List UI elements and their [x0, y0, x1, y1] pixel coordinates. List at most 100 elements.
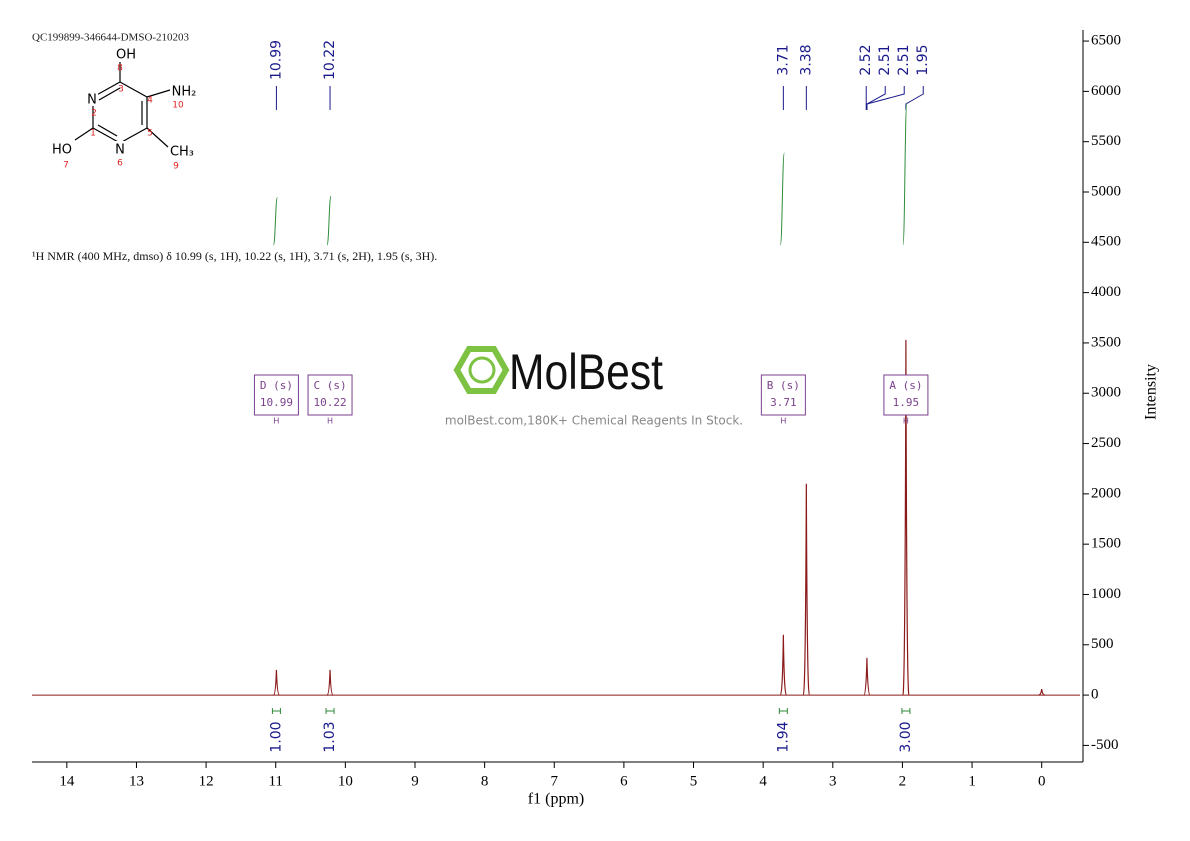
integral-marker	[325, 708, 335, 714]
y-tick-label: 3500	[1091, 334, 1121, 350]
atom-label: HO	[52, 143, 72, 158]
x-tick-label: 3	[829, 773, 837, 789]
atom-number: 6	[117, 159, 123, 169]
x-axis-label: f1 (ppm)	[528, 791, 584, 808]
multiplet-shift: 3.71	[770, 396, 797, 409]
atom-number: 9	[173, 162, 179, 172]
peak	[779, 634, 787, 696]
x-tick-label: 10	[338, 773, 353, 789]
y-axis-label: Intensity	[1143, 364, 1160, 420]
x-tick-label: 14	[59, 773, 75, 789]
peak-connector	[866, 86, 905, 110]
integral-curve	[902, 102, 908, 246]
integral-label: 3.00	[898, 721, 914, 752]
logo-hexagon	[453, 346, 510, 394]
y-tick-label: 4500	[1091, 234, 1121, 250]
integral-curve	[779, 152, 785, 246]
logo-ring	[468, 356, 496, 384]
peak	[1038, 688, 1045, 696]
integral-label: 1.03	[322, 721, 338, 752]
x-tick-label: 4	[759, 773, 767, 789]
x-tick-label: 6	[620, 773, 628, 789]
atom-label: N	[87, 93, 97, 108]
integral-marker	[271, 708, 281, 714]
multiplet-box	[883, 374, 929, 416]
atom-number: 4	[147, 96, 153, 106]
multiplet-name: A (s)	[889, 379, 922, 392]
multiplet-shift: 10.22	[313, 396, 346, 409]
sample-id: QC199899-346644-DMSO-210203	[32, 32, 190, 44]
integral-marker	[901, 708, 911, 714]
y-tick-label: 3000	[1091, 385, 1121, 401]
multiplet-nucleus: H	[273, 417, 279, 426]
multiplet-name: B (s)	[767, 379, 800, 392]
bond	[119, 127, 148, 144]
peak-connector	[866, 86, 886, 110]
x-tick-label: 7	[551, 773, 559, 789]
y-tick-label: 0	[1091, 687, 1099, 703]
atom-label: OH	[116, 48, 136, 63]
y-tick-label: 500	[1091, 636, 1114, 652]
y-tick-label: 5500	[1091, 133, 1121, 149]
peak	[326, 669, 334, 696]
peak-label: 2.51	[877, 44, 893, 75]
x-tick-label: 2	[899, 773, 907, 789]
atom-number: 3	[118, 85, 124, 95]
bond	[98, 87, 121, 101]
x-tick-label: 9	[411, 773, 419, 789]
y-tick-label: 6500	[1091, 33, 1121, 49]
multiplet-box	[760, 374, 806, 416]
y-tick-label: 1000	[1091, 586, 1121, 602]
x-tick-label: 11	[268, 773, 282, 789]
multiplet-name: C (s)	[313, 379, 346, 392]
y-tick-label: 4000	[1091, 284, 1121, 300]
peak-label: 2.51	[896, 44, 912, 75]
peak-connector	[905, 86, 924, 110]
y-tick-label: 1500	[1091, 536, 1121, 552]
multiplet-nucleus: H	[327, 417, 333, 426]
peak-label: 10.22	[322, 40, 338, 80]
y-tick-label: 2500	[1091, 435, 1121, 451]
peak-label: 10.99	[268, 40, 284, 80]
peak	[863, 657, 871, 696]
logo-tagline: molBest.com,180K+ Chemical Reagents In S…	[445, 414, 743, 428]
integral-curve	[326, 195, 332, 246]
structure	[74, 62, 171, 148]
multiplet-box	[253, 374, 299, 416]
multiplet-name: D (s)	[260, 379, 293, 392]
bond	[92, 127, 121, 144]
x-tick-label: 12	[199, 773, 214, 789]
y-tick-label: 2000	[1091, 485, 1121, 501]
bond	[146, 89, 171, 98]
y-tick-label: 6000	[1091, 83, 1121, 99]
multiplet-box	[307, 374, 353, 416]
atom-number: 1	[90, 129, 96, 139]
y-tick-label: 5000	[1091, 183, 1121, 199]
peak	[273, 669, 280, 696]
atom-label: N	[115, 143, 125, 158]
integral-label: 1.00	[268, 721, 284, 752]
atom-label: CH₃	[170, 145, 194, 160]
peak	[902, 339, 910, 696]
peak-label: 3.38	[798, 44, 814, 75]
bond	[92, 81, 121, 98]
multiplet-shift: 10.99	[260, 396, 293, 409]
atom-number: 2	[91, 109, 97, 119]
peak-label: 2.52	[858, 44, 874, 75]
x-tick-label: 13	[129, 773, 144, 789]
x-tick-label: 5	[690, 773, 698, 789]
bond	[146, 127, 169, 148]
atom-number: 8	[117, 64, 123, 74]
integral-label: 1.94	[775, 721, 791, 752]
multiplet-nucleus: H	[780, 417, 786, 426]
integral-marker	[778, 708, 788, 714]
atom-label: NH₂	[172, 85, 197, 100]
x-tick-label: 8	[481, 773, 489, 789]
atom-number: 5	[147, 129, 153, 139]
multiplet-shift: 1.95	[893, 396, 920, 409]
peak-label: 1.95	[915, 44, 931, 75]
integral-curve	[272, 197, 278, 246]
atom-number: 10	[172, 101, 184, 111]
logo-text: MolBest	[509, 344, 663, 400]
nmr-description: ¹H NMR (400 MHz, dmso) δ 10.99 (s, 1H), …	[32, 249, 437, 263]
